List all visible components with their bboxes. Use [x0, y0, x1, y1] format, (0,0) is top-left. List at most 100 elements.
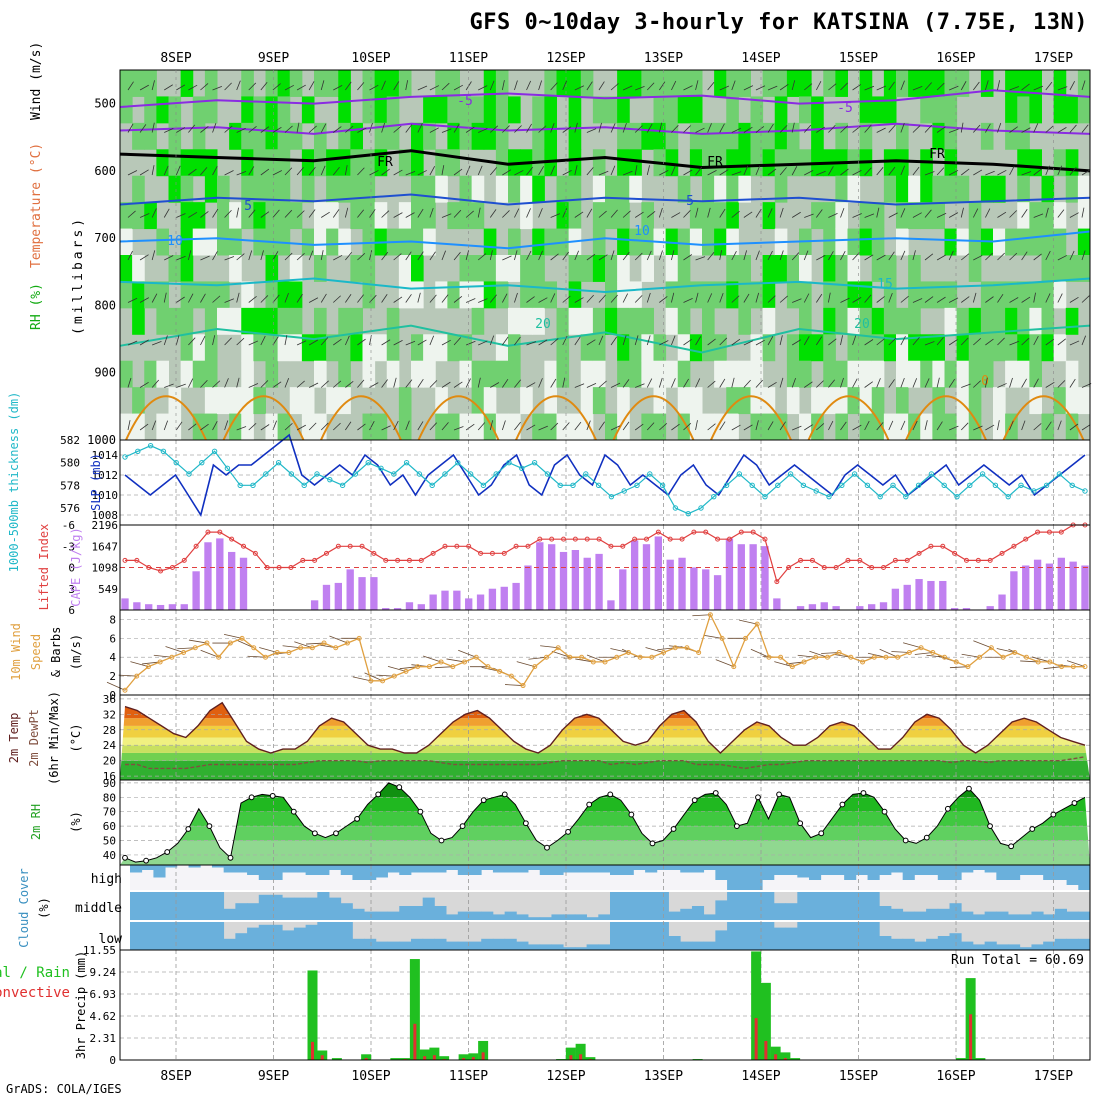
rh-cell — [120, 360, 133, 388]
cloud-bar — [258, 865, 271, 880]
wind-barb — [695, 207, 699, 218]
wind-barb — [164, 255, 174, 261]
ytick-precip: 4.62 — [90, 1010, 117, 1023]
rh-cell — [241, 334, 254, 362]
rh-cell — [823, 307, 836, 335]
wind-barb — [1009, 377, 1013, 388]
li-marker — [217, 529, 223, 535]
rh-cell — [1029, 387, 1042, 415]
contour-label: FR — [377, 155, 393, 170]
wind-barb — [731, 250, 737, 261]
wind-barb — [659, 81, 666, 91]
rh-cell — [799, 255, 812, 282]
rh-cell — [738, 281, 751, 309]
contour-label: 20 — [535, 317, 551, 332]
cloud-bar — [715, 900, 728, 920]
cloud-bar — [844, 922, 857, 950]
wind-barb — [357, 338, 366, 346]
precip-total-bar — [458, 1054, 469, 1060]
wind-barb — [586, 128, 597, 133]
cloud-bar — [949, 865, 962, 880]
wind-barb — [139, 213, 150, 218]
wind-speed-marker — [895, 654, 901, 660]
ytick-rh: 60 — [103, 820, 116, 833]
upper-ylabel-rh: RH (%) — [29, 283, 44, 330]
thickness-marker — [941, 482, 947, 489]
wind-barb — [719, 250, 722, 261]
wind-barb — [840, 82, 848, 91]
wind-barb-10m — [153, 654, 172, 658]
rh-cell — [641, 307, 654, 335]
cape-bar — [121, 598, 129, 610]
wind-barb — [127, 81, 134, 91]
rh-cell — [580, 387, 594, 415]
rh-cell — [677, 360, 691, 388]
cloud-bar — [972, 944, 986, 950]
rh-cell — [180, 255, 194, 282]
rh-cell — [544, 281, 557, 309]
rh-cell — [968, 334, 982, 362]
li-marker — [537, 536, 543, 542]
thickness-marker — [749, 482, 755, 489]
cape-bar — [346, 569, 354, 610]
wind-barb — [610, 336, 618, 346]
wind-barb — [272, 170, 283, 176]
wind-barb — [804, 381, 813, 388]
rh-cell — [629, 175, 642, 203]
cloud-bar — [598, 944, 611, 950]
li-marker — [987, 557, 993, 563]
rh-cell — [326, 202, 339, 230]
wind-barb — [791, 339, 801, 346]
wind-speed-marker — [778, 654, 784, 660]
rh-cell — [1053, 228, 1067, 256]
rh-cell — [605, 255, 618, 282]
rh-cell — [435, 334, 448, 362]
wind-barb — [260, 380, 269, 388]
thickness-marker — [928, 471, 935, 477]
wind-barb — [803, 124, 812, 133]
wind-barb — [876, 378, 881, 388]
wind-barb — [260, 168, 270, 176]
wind-barb — [864, 167, 872, 176]
wind-barb — [212, 251, 218, 261]
wind-barb — [997, 293, 1004, 303]
precip-total-bar — [585, 1057, 596, 1060]
wind-barb — [683, 254, 693, 261]
rh-cell — [689, 122, 703, 150]
wind-speed-marker — [614, 654, 620, 660]
wind-barb — [345, 252, 353, 261]
rh-cell — [592, 334, 606, 362]
rh-cell — [144, 96, 157, 124]
cloud-bar — [563, 914, 576, 920]
wind-speed-marker — [462, 659, 468, 665]
rh-cell — [1017, 334, 1030, 362]
rh-marker — [649, 840, 656, 847]
cloud-bar — [258, 894, 271, 920]
wind-barb — [212, 208, 219, 218]
wind-barb — [695, 292, 699, 303]
rh-cell — [192, 122, 206, 150]
cape-bar — [180, 604, 188, 610]
rh-cell — [350, 307, 363, 335]
cloud-bar — [961, 865, 974, 873]
cloud-level-label: middle — [75, 901, 122, 916]
date-label-bottom: 17SEP — [1034, 1069, 1073, 1084]
cape-bar — [690, 567, 698, 610]
rh-cell — [265, 202, 279, 230]
wind-barb — [828, 166, 834, 176]
thickness-marker — [314, 471, 320, 477]
wind-barb — [960, 253, 970, 261]
cloud-bar — [914, 865, 927, 875]
rh-cell — [556, 70, 570, 97]
rh-cell — [568, 202, 582, 230]
wind-barb — [803, 293, 810, 303]
isotherm-warm-arc — [417, 395, 500, 441]
rh-marker — [185, 826, 192, 832]
li-marker — [158, 568, 164, 574]
ytick-temp: 16 — [103, 770, 116, 783]
li-marker — [561, 536, 567, 542]
wind-barb — [224, 125, 233, 133]
cloud-bar — [621, 922, 634, 950]
wind-barb — [272, 83, 281, 91]
rh-cell — [326, 228, 339, 256]
